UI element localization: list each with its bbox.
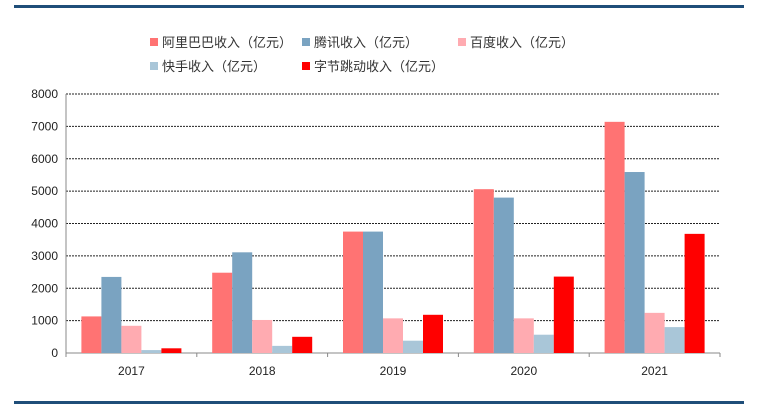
bar-2020-series-1 [493, 197, 514, 353]
legend-item-tencent: 腾讯收入（亿元） [302, 32, 418, 51]
bar-2019-series-2 [383, 318, 403, 353]
bar-2017-series-4 [161, 348, 182, 353]
y-tick-label: 8000 [31, 87, 58, 101]
bar-2020-series-3 [533, 334, 554, 353]
legend-swatch [150, 37, 158, 46]
bar-2021-series-0 [604, 121, 625, 353]
y-tick-label: 0 [51, 346, 58, 360]
legend-label: 腾讯收入（亿元） [314, 35, 419, 50]
bar-2019-series-3 [403, 340, 423, 353]
bar-2020-series-0 [473, 189, 494, 353]
y-tick-label: 1000 [31, 314, 58, 328]
legend-item-kuaishou: 快手收入（亿元） [150, 56, 266, 75]
bar-2017-series-0 [81, 316, 102, 353]
bar-2018-series-0 [212, 272, 233, 353]
bar-2021-series-4 [684, 233, 705, 353]
bar-2019-series-0 [343, 231, 363, 353]
bar-2018-series-2 [252, 319, 273, 353]
x-tick-label: 2018 [249, 364, 276, 378]
bar-2017-series-3 [141, 350, 162, 353]
legend-swatch [458, 37, 466, 46]
legend-swatch [302, 37, 310, 46]
x-tick-label: 2019 [380, 364, 407, 378]
legend-swatch [302, 61, 310, 70]
legend-item-bytedance: 字节跳动收入（亿元） [302, 56, 444, 75]
bottom-rule [14, 401, 744, 404]
bar-2017-series-1 [101, 276, 122, 353]
y-tick-label: 6000 [31, 152, 58, 166]
bar-2018-series-3 [272, 345, 293, 353]
legend-label: 阿里巴巴收入（亿元） [162, 35, 293, 50]
bar-2020-series-2 [513, 318, 534, 353]
y-tick-label: 2000 [31, 281, 58, 295]
bar-2021-series-3 [664, 327, 685, 353]
y-tick-label: 7000 [31, 119, 58, 133]
bar-2020-series-4 [553, 276, 574, 353]
y-tick-label: 3000 [31, 249, 58, 263]
bar-2019-series-1 [363, 231, 383, 353]
top-rule [14, 5, 744, 8]
bar-2019-series-4 [423, 314, 443, 353]
y-tick-label: 5000 [31, 184, 58, 198]
bar-2021-series-2 [644, 312, 665, 353]
legend-label: 快手收入（亿元） [162, 59, 267, 74]
bar-2021-series-1 [624, 172, 645, 353]
legend-label: 百度收入（亿元） [470, 35, 575, 50]
bar-2018-series-1 [232, 252, 253, 353]
legend-swatch [150, 61, 158, 70]
bar-2017-series-2 [121, 325, 142, 353]
legend-item-alibaba: 阿里巴巴收入（亿元） [150, 32, 292, 51]
legend-label: 字节跳动收入（亿元） [314, 59, 445, 74]
bar-2018-series-4 [292, 336, 313, 353]
x-tick-label: 2021 [641, 364, 668, 378]
y-tick-label: 4000 [31, 217, 58, 231]
x-tick-label: 2017 [118, 364, 145, 378]
x-tick-label: 2020 [510, 364, 537, 378]
legend-item-baidu: 百度收入（亿元） [458, 32, 574, 51]
